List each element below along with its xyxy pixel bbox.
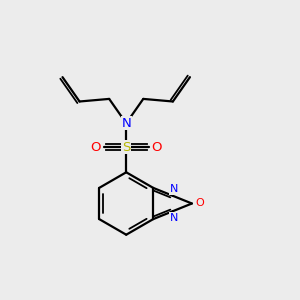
Text: S: S: [122, 140, 130, 154]
Text: O: O: [90, 140, 101, 154]
Text: O: O: [152, 140, 162, 154]
Text: O: O: [196, 199, 205, 208]
Text: N: N: [121, 117, 131, 130]
Text: N: N: [170, 184, 178, 194]
Text: N: N: [170, 213, 178, 223]
